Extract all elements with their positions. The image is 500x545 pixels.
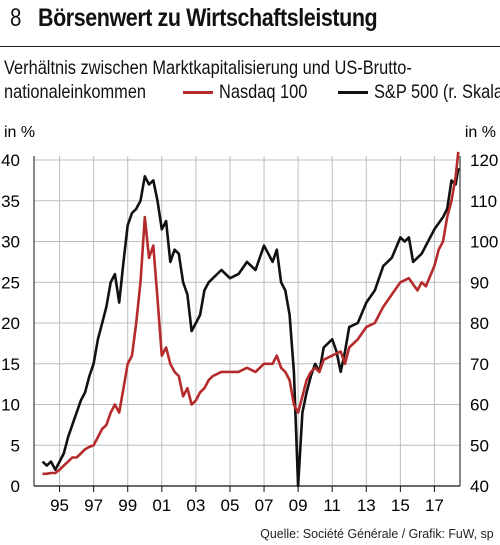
left-tick-label: 35: [1, 192, 20, 211]
legend-swatch-sp500: [338, 91, 369, 94]
left-tick-label: 25: [1, 273, 20, 292]
chart-subtitle: Verhältnis zwischen Marktkapitalisierung…: [4, 56, 441, 80]
x-tick-label: 95: [50, 496, 69, 515]
right-tick-label: 90: [470, 273, 489, 292]
legend-label-nasdaq: Nasdaq 100: [219, 81, 308, 103]
left-tick-label: 15: [1, 355, 20, 374]
x-tick-label: 97: [84, 496, 103, 515]
right-tick-label: 60: [470, 396, 489, 415]
left-tick-label: 40: [1, 151, 20, 170]
x-tick-label: 17: [425, 496, 444, 515]
subtitle-line-1: Verhältnis zwischen Marktkapitalisierung…: [4, 57, 412, 79]
right-tick-label: 70: [470, 355, 489, 374]
grid-lines: [34, 156, 460, 487]
right-tick-label: 80: [470, 314, 489, 333]
x-tick-label: 09: [289, 496, 308, 515]
left-tick-label: 30: [1, 233, 20, 252]
right-tick-label: 100: [470, 233, 498, 252]
legend-label-sp500: S&P 500 (r. Skala): [374, 81, 500, 103]
subtitle-line-2: nationaleinkommen: [4, 81, 147, 103]
right-tick-label: 50: [470, 436, 489, 455]
right-tick-label: 40: [470, 477, 489, 496]
axes: 0 40 5 50 10 60 15 70 20 80 25 90 30 100 35 110 40 120 95 9…: [1, 151, 498, 515]
legend: nationaleinkommen Nasdaq 100 S&P 500 (r.…: [4, 81, 500, 104]
left-tick-label: 10: [1, 396, 20, 415]
left-tick-label: 0: [11, 477, 20, 496]
right-axis-unit: in %: [465, 124, 496, 141]
x-tick-label: 05: [220, 496, 239, 515]
series-line-sp500: [41, 167, 460, 488]
x-tick-label: 11: [323, 496, 341, 515]
title-rule: [0, 46, 500, 47]
x-tick-label: 13: [357, 496, 376, 515]
series-lines: [41, 151, 460, 488]
figure-number: 8: [10, 4, 22, 32]
title-row: 8 Börsenwert zu Wirtschaftsleistung: [10, 4, 432, 33]
x-tick-label: 15: [391, 496, 410, 515]
x-tick-label: 01: [152, 496, 171, 515]
left-tick-label: 20: [1, 314, 20, 333]
series-line-nasdaq: [42, 151, 460, 476]
right-tick-label: 120: [470, 151, 498, 170]
x-tick-label: 07: [255, 496, 274, 515]
left-axis-unit: in %: [4, 124, 35, 141]
left-tick-label: 5: [11, 436, 20, 455]
x-tick-label: 03: [186, 496, 205, 515]
legend-swatch-nasdaq: [183, 91, 214, 94]
source-note: Quelle: Société Générale / Grafik: FuW, …: [260, 526, 494, 541]
chart-title: Börsenwert zu Wirtschaftsleistung: [37, 4, 378, 32]
right-tick-label: 110: [470, 192, 497, 211]
x-tick-label: 99: [118, 496, 137, 515]
